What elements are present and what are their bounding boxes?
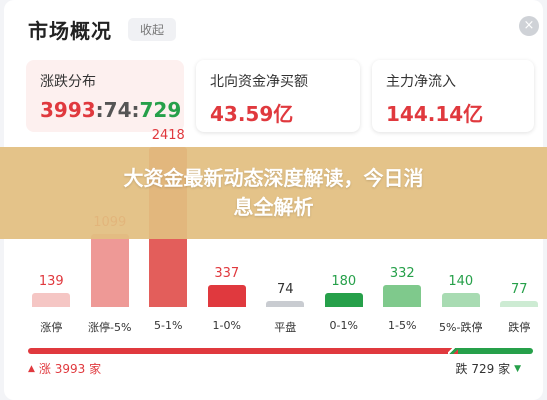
card-value: 3993:74:729 [40, 98, 181, 122]
bar-value-label-0: 139 [38, 274, 64, 289]
bar-6 [383, 285, 422, 307]
separator: : [131, 98, 140, 122]
bar-category-label-6: 1-5% [388, 319, 417, 332]
card-label: 主力净流入 [386, 74, 456, 90]
bar-1 [90, 234, 129, 307]
breadth-down-segment [458, 348, 533, 354]
page-title: 市场概况 [28, 18, 112, 43]
bar-value-label-4: 74 [276, 282, 294, 297]
card-label: 涨跌分布 [40, 74, 96, 90]
news-banner[interactable]: 大资金最新动态深度解读，今日消 息全解析 [0, 147, 547, 239]
bar-7 [441, 293, 480, 307]
bar-4 [266, 301, 305, 307]
banner-headline-line2: 息全解析 [233, 195, 314, 219]
bar-category-label-1: 涨停-5% [88, 321, 132, 334]
collapse-button[interactable]: 收起 [128, 17, 177, 41]
bar-value-label-5: 180 [331, 274, 357, 289]
bar-value-label-6: 332 [389, 266, 415, 282]
bar-3 [207, 284, 246, 307]
rise-total: ▲ 涨 3993 家 [28, 360, 101, 377]
bar-0 [32, 293, 71, 307]
bar-value-label-3: 337 [214, 265, 240, 281]
flat-count: 74 [103, 98, 132, 122]
banner-headline-line1: 大资金最新动态深度解读，今日消 [123, 166, 424, 190]
triangle-up-icon: ▲ [28, 363, 35, 374]
card-northbound-net-buy[interactable]: 北向资金净买额 43.59亿 [196, 60, 360, 132]
bar-value-label-7: 140 [448, 274, 474, 289]
market-breadth-bar [28, 348, 533, 354]
bar-category-label-4: 平盘 [274, 321, 297, 334]
fall-total: 跌 729 家 ▼ [456, 360, 521, 377]
bar-category-label-0: 涨停 [40, 321, 63, 334]
fall-count: 729 [139, 98, 182, 122]
bar-value-label-8: 77 [510, 282, 528, 297]
bar-category-label-8: 跌停 [508, 321, 531, 334]
bar-8 [500, 301, 539, 307]
bar-5 [324, 293, 363, 307]
close-icon[interactable]: × [519, 16, 539, 36]
bar-category-label-2: 5-1% [154, 319, 183, 332]
card-value: 144.14亿 [386, 102, 484, 126]
bar-value-label-2: 2418 [151, 128, 185, 143]
breadth-up-segment [28, 348, 449, 354]
bar-category-label-7: 5%-跌停 [439, 321, 483, 334]
separator: : [95, 98, 104, 122]
rise-total-label: 涨 3993 家 [38, 362, 102, 376]
bar-category-label-3: 1-0% [212, 319, 241, 332]
triangle-down-icon: ▼ [514, 363, 521, 374]
card-label: 北向资金净买额 [210, 74, 308, 90]
breadth-flat-segment [448, 348, 459, 354]
card-main-net-inflow[interactable]: 主力净流入 144.14亿 [372, 60, 534, 132]
banner-headline: 大资金最新动态深度解读，今日消 息全解析 [0, 164, 547, 222]
bar-category-label-5: 0-1% [329, 319, 358, 332]
panel-header: 市场概况 收起 [28, 14, 177, 44]
card-value: 43.59亿 [210, 102, 294, 126]
fall-total-label: 跌 729 家 [455, 362, 511, 376]
card-rise-fall-distribution[interactable]: 涨跌分布 3993:74:729 [26, 60, 184, 132]
rise-count: 3993 [40, 98, 96, 122]
